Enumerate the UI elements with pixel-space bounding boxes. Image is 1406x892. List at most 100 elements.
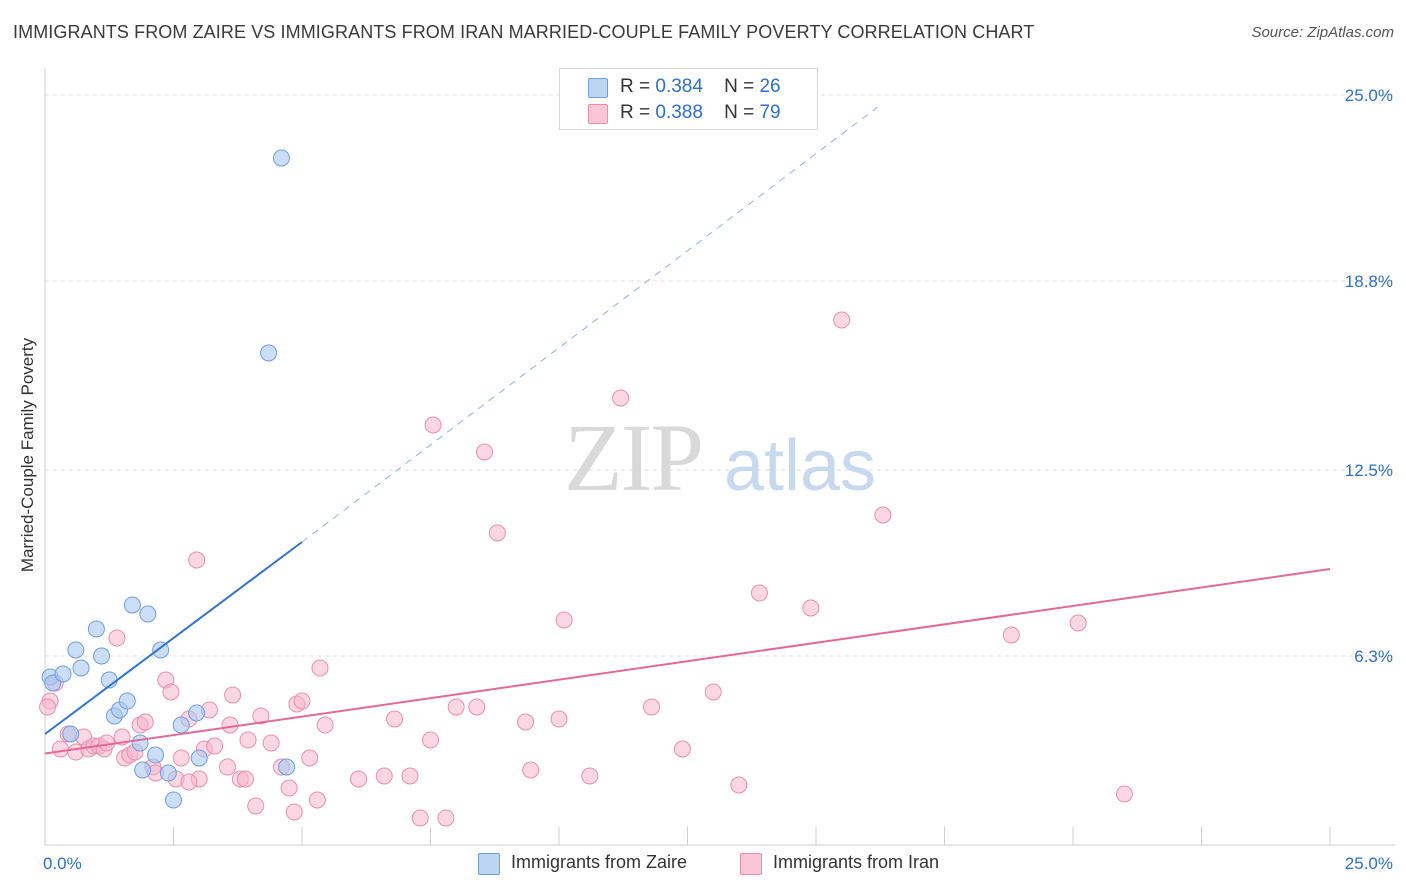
iran-point (643, 698, 661, 716)
watermark-atlas: atlas (724, 426, 876, 506)
legend-r-iran: 0.388 (655, 102, 703, 123)
iran-point (247, 797, 265, 815)
iran-point (218, 758, 236, 776)
iran-point (488, 524, 506, 542)
iran-point (293, 692, 311, 710)
zaire-point (67, 641, 85, 659)
y-tick-label: 18.8% (1345, 272, 1393, 291)
zaire-point (159, 764, 177, 782)
iran-point (802, 599, 820, 617)
iran-point (180, 773, 198, 791)
iran-point (221, 716, 239, 734)
iran-point (301, 749, 319, 767)
legend-n-label: N = (724, 76, 755, 97)
legend-r-zaire: 0.384 (655, 76, 703, 97)
iran-trend-line (44, 568, 1331, 755)
zaire-point (172, 716, 190, 734)
zaire-point (134, 761, 152, 779)
iran-point (447, 698, 465, 716)
zaire-trend-line (44, 541, 303, 735)
iran-point (550, 710, 568, 728)
iran-point (239, 731, 257, 749)
iran-point (517, 713, 535, 731)
iran-point (1069, 614, 1087, 632)
iran-point (236, 770, 254, 788)
iran-point (422, 731, 439, 749)
zaire-point (139, 605, 157, 623)
trend-lines (44, 106, 1331, 755)
iran-point (401, 767, 419, 785)
iran-point (437, 809, 455, 827)
iran-point (136, 713, 154, 731)
legend-box: R = 0.384 N = 26 R = 0.388 N = 79 (559, 68, 818, 130)
iran-point (252, 707, 270, 725)
zaire-trend-extension (301, 106, 878, 543)
zaire-point (278, 758, 296, 776)
legend-n-iran: 79 (759, 102, 781, 123)
iran-point (424, 416, 442, 434)
zaire-point (93, 647, 111, 665)
zaire-point (118, 692, 136, 710)
iran-point (673, 740, 691, 758)
iran-point (280, 779, 298, 797)
iran-point (411, 809, 429, 827)
zaire-point (188, 704, 206, 722)
axes (44, 68, 1395, 846)
source-label: Source: ZipAtlas.com (1251, 24, 1394, 41)
watermark-zip: ZIP (564, 404, 702, 511)
tick-labels: 6.3% 12.5% 18.8% 25.0% 0.0% 25.0% (43, 86, 1393, 873)
legend-text-iran: R = 0.388 N = 79 (620, 102, 781, 124)
legend-n-label: N = (724, 102, 755, 123)
grid-lines (45, 94, 1395, 657)
zaire-point (147, 746, 165, 764)
y-tick-label: 6.3% (1354, 647, 1393, 666)
x-tick-label: 25.0% (1345, 854, 1393, 873)
zaire-point (131, 734, 149, 752)
iran-point (350, 770, 368, 788)
bottom-legend-swatch-iran (740, 853, 762, 875)
iran-point (730, 776, 748, 794)
zaire-point (272, 149, 290, 167)
iran-point (206, 737, 224, 755)
bottom-legend-label-zaire: Immigrants from Zaire (511, 852, 688, 872)
y-tick-label: 12.5% (1345, 461, 1393, 480)
zaire-point (190, 749, 208, 767)
bottom-legend-label-iran: Immigrants from Iran (773, 852, 940, 872)
iran-point (750, 584, 768, 602)
iran-point (612, 389, 630, 407)
zaire-point (54, 665, 72, 683)
zaire-point (72, 659, 90, 677)
legend-r-label: R = (620, 102, 651, 123)
legend-swatch-iran (588, 104, 608, 124)
iran-point (1002, 626, 1020, 644)
iran-point (522, 761, 540, 779)
legend-text-zaire: R = 0.384 N = 26 (620, 76, 781, 98)
iran-point (581, 767, 599, 785)
zaire-point (152, 641, 170, 659)
x-tick-label: 0.0% (43, 854, 82, 873)
iran-point (833, 311, 851, 329)
zaire-point (123, 596, 141, 614)
iran-points (39, 311, 1133, 827)
iran-point (475, 443, 493, 461)
zaire-point (165, 791, 182, 809)
iran-point (1115, 785, 1133, 803)
zaire-point (87, 620, 105, 638)
iran-point (51, 740, 69, 758)
zaire-point (62, 725, 80, 743)
iran-point (108, 629, 126, 647)
iran-point (316, 716, 334, 734)
iran-point (375, 767, 393, 785)
iran-point (162, 683, 180, 701)
iran-point (188, 551, 206, 569)
iran-point (555, 611, 573, 629)
iran-point (285, 803, 303, 821)
iran-point (386, 710, 404, 728)
iran-point (874, 506, 892, 524)
legend-swatch-zaire (588, 78, 608, 98)
iran-point (311, 659, 329, 677)
bottom-legend-swatch-zaire (478, 853, 500, 875)
legend-n-zaire: 26 (759, 76, 781, 97)
iran-point (262, 734, 280, 752)
